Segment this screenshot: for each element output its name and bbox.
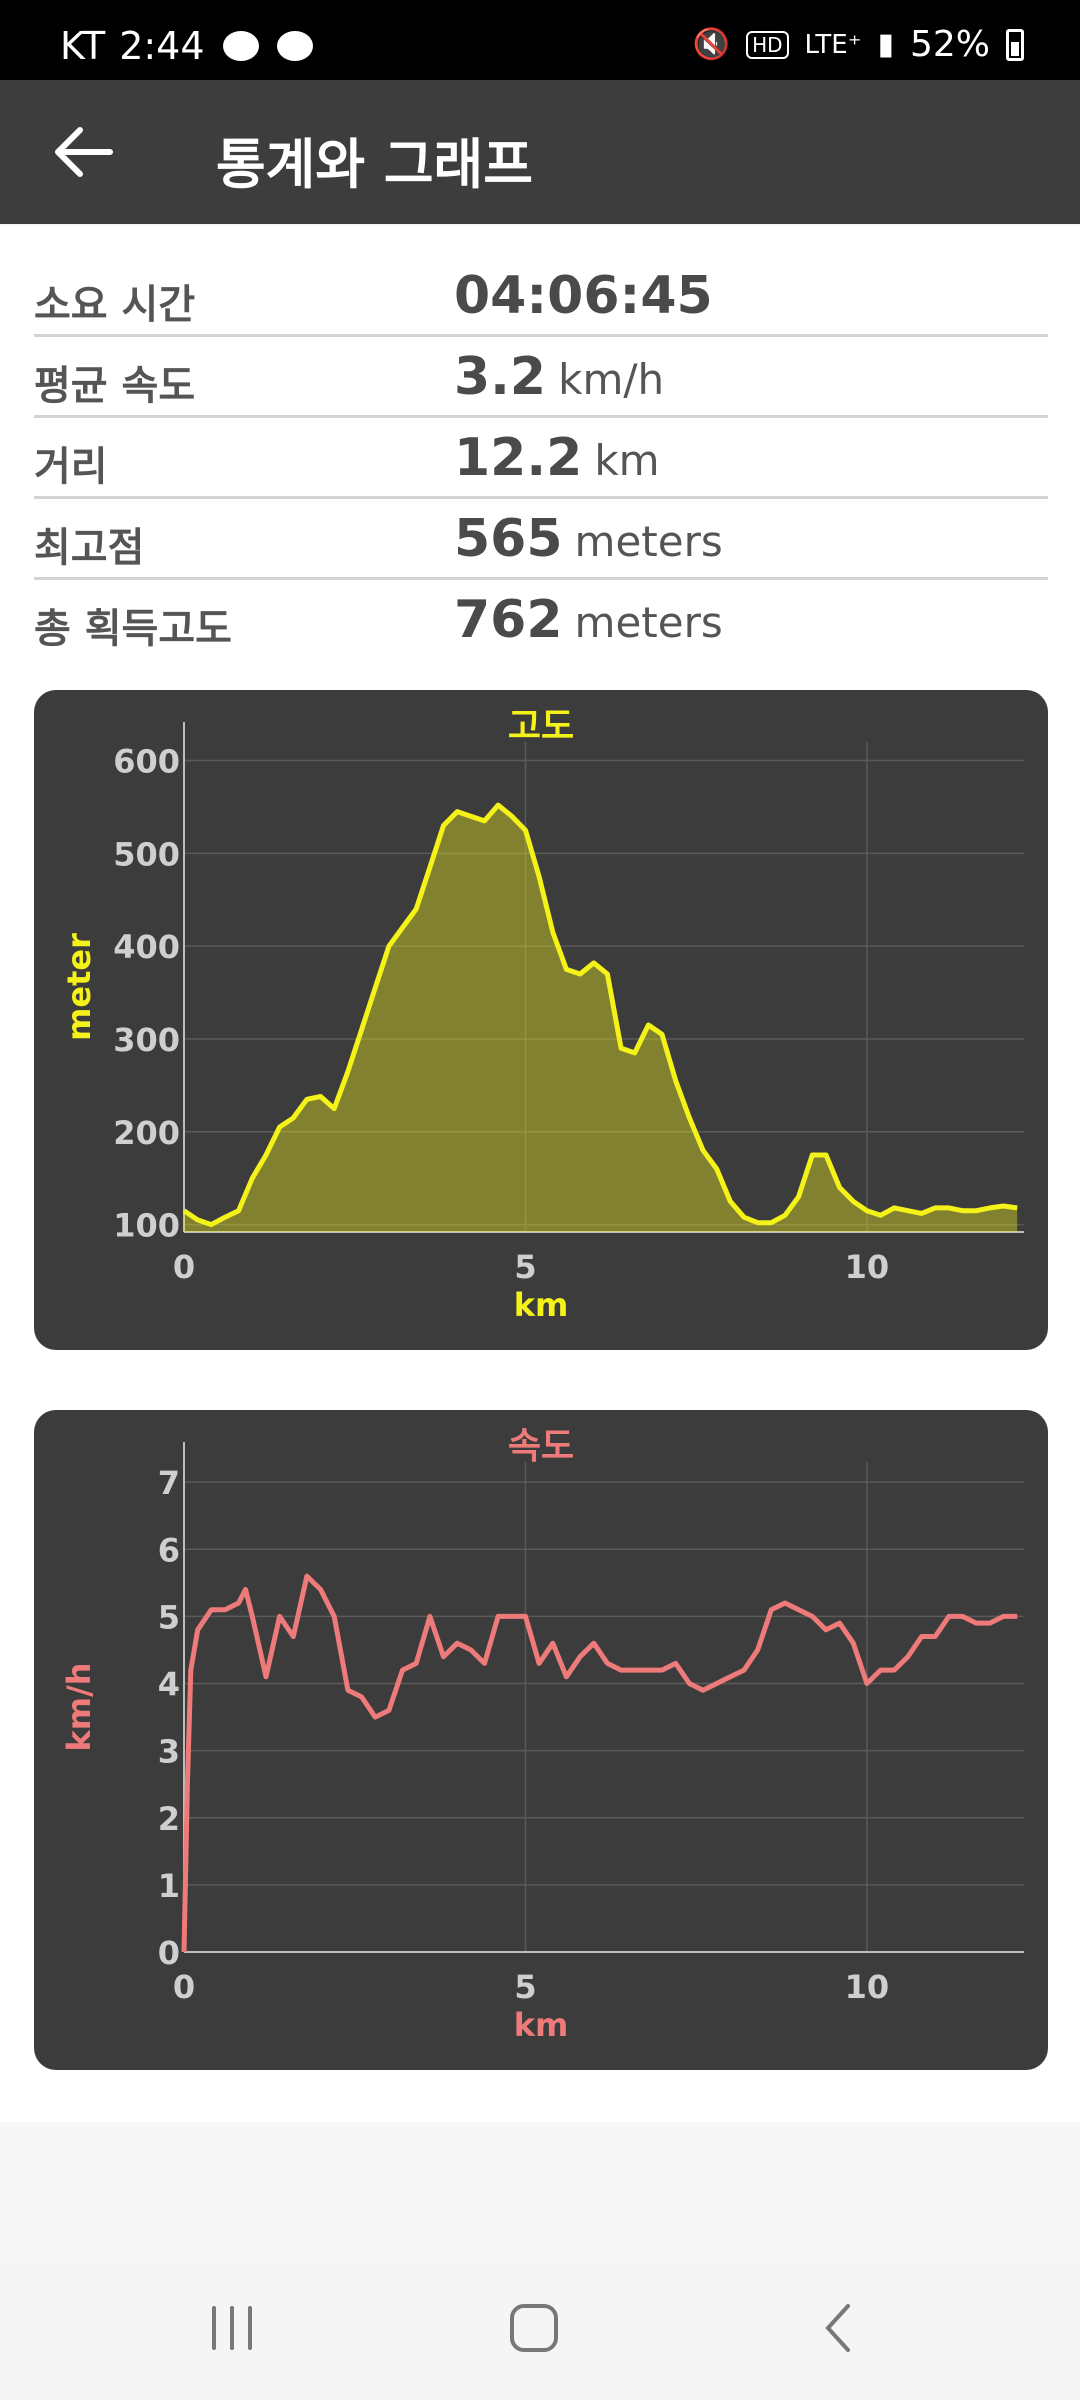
y-tick-label: 0 [158, 1934, 180, 1972]
stat-label: 거리 [34, 444, 108, 490]
status-time: 2:44 [119, 24, 205, 68]
back-arrow-icon[interactable] [54, 124, 114, 180]
carrier: KT [60, 24, 106, 68]
x-axis-label: km [514, 2006, 569, 2044]
mute-icon: 🔇 [692, 27, 731, 62]
stat-unit: meters [574, 517, 723, 566]
y-tick-label: 100 [113, 1207, 180, 1245]
y-tick-label: 600 [113, 743, 180, 781]
altitude-chart: 100 200 300 400 500 600 0 5 10 고도 km meter [60, 706, 1024, 1324]
stat-row-avg-speed: 평균 속도 3.2 km/h [34, 337, 1048, 418]
x-tick-label: 10 [845, 1248, 890, 1286]
lte-icon: LTE⁺ [804, 29, 862, 60]
y-axis-label: km/h [60, 1662, 98, 1751]
stat-value: 12.2 km [454, 428, 660, 488]
recent-apps-icon[interactable] [192, 2298, 272, 2358]
altitude-chart-panel: 100 200 300 400 500 600 0 5 10 고도 km meter [34, 690, 1048, 1350]
y-tick-label: 3 [158, 1733, 180, 1771]
x-tick-label: 10 [845, 1968, 890, 2006]
stat-label: 소요 시간 [34, 282, 196, 328]
y-tick-label: 7 [158, 1464, 180, 1502]
stat-row-max-altitude: 최고점 565 meters [34, 499, 1048, 580]
stats-content: 소요 시간 04:06:45 평균 속도 3.2 km/h 거리 12.2 km 최… [0, 226, 1080, 2122]
page-title: 통계와 그래프 [216, 133, 533, 196]
stat-value: 04:06:45 [454, 266, 713, 326]
speed-chart-panel: 0 1 2 3 4 5 6 7 0 5 10 속도 km km/h [34, 1410, 1048, 2070]
stat-unit: meters [574, 598, 723, 647]
y-tick-label: 4 [158, 1666, 180, 1704]
stat-row-distance: 거리 12.2 km [34, 418, 1048, 499]
y-tick-label: 1 [158, 1867, 180, 1905]
y-tick-label: 500 [113, 835, 180, 873]
series-line [181, 1573, 1018, 1953]
speed-chart: 0 1 2 3 4 5 6 7 0 5 10 속도 km km/h [60, 1426, 1024, 2044]
stat-unit: km/h [558, 355, 665, 404]
series-area [184, 805, 1018, 1232]
battery-percent: 52% [909, 24, 990, 65]
chart-title: 고도 [508, 706, 574, 747]
stat-row-total-gain: 총 획득고도 762 meters [34, 580, 1048, 661]
stat-value: 565 meters [454, 509, 723, 569]
stat-label: 총 획득고도 [34, 606, 232, 652]
talk-icon [276, 31, 313, 61]
stats-table: 소요 시간 04:06:45 평균 속도 3.2 km/h 거리 12.2 km 최… [34, 256, 1048, 661]
x-axis-label: km [514, 1286, 569, 1324]
x-tick-label: 5 [514, 1248, 536, 1286]
stat-row-duration: 소요 시간 04:06:45 [34, 256, 1048, 337]
y-tick-label: 200 [113, 1114, 180, 1152]
stat-label: 최고점 [34, 525, 145, 571]
y-tick-label: 300 [113, 1021, 180, 1059]
stat-label: 평균 속도 [34, 363, 196, 409]
y-tick-label: 5 [158, 1598, 180, 1636]
talk-icon [222, 31, 259, 61]
y-tick-label: 2 [158, 1800, 180, 1838]
system-nav-bar [0, 2258, 1080, 2400]
home-icon[interactable] [494, 2298, 574, 2358]
stat-unit: km [594, 436, 660, 485]
y-axis-label: meter [60, 933, 98, 1041]
y-tick-label: 6 [158, 1531, 180, 1569]
stat-value: 762 meters [454, 590, 723, 650]
stat-value: 3.2 km/h [454, 347, 665, 407]
app-bar: 통계와 그래프 [0, 80, 1080, 224]
hd-icon: HD [746, 30, 789, 59]
y-tick-label: 400 [113, 928, 180, 966]
x-tick-label: 5 [514, 1968, 536, 2006]
x-tick-label: 0 [173, 1968, 195, 2006]
back-nav-icon[interactable] [800, 2298, 880, 2358]
series-line [182, 802, 1018, 1228]
status-bar: KT 2:44 🔇 HD LTE⁺ ▮ 52% [0, 0, 1080, 80]
signal-icon: ▮ [877, 27, 894, 62]
chart-title: 속도 [508, 1426, 574, 1467]
x-tick-label: 0 [173, 1248, 195, 1286]
battery-icon [1006, 28, 1024, 61]
